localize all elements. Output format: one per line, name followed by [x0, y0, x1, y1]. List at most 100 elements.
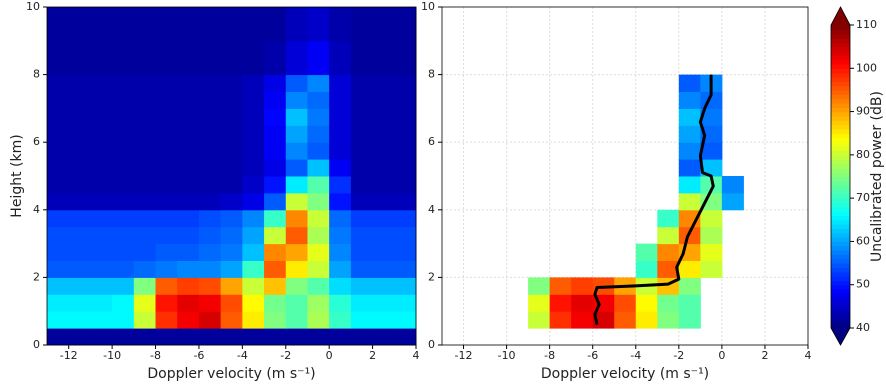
heatmap-cell	[678, 294, 701, 312]
heatmap-cell	[372, 125, 395, 143]
colorbar-segment	[831, 29, 850, 35]
colorbar-segment	[831, 176, 850, 182]
colorbar-segment	[831, 76, 850, 82]
colorbar-segment	[831, 206, 850, 212]
heatmap-cell	[329, 142, 352, 160]
heatmap-cell	[242, 243, 265, 261]
heatmap-cell	[329, 91, 352, 109]
heatmap-cell	[372, 226, 395, 245]
x-tick-label: -8	[544, 349, 555, 362]
heatmap-cell	[285, 243, 308, 261]
heatmap-cell	[220, 243, 243, 261]
heatmap-cell	[177, 311, 200, 329]
heatmap-cell	[198, 311, 222, 329]
heatmap-cell	[220, 108, 243, 126]
heatmap-cell	[700, 243, 723, 261]
heatmap-cell	[657, 260, 680, 278]
heatmap-cell	[112, 108, 135, 126]
colorbar-segment	[831, 63, 850, 69]
heatmap-cell	[155, 311, 178, 329]
heatmap-cell	[155, 243, 178, 261]
heatmap-cell	[394, 159, 417, 177]
heatmap-cell	[198, 294, 222, 312]
colorbar-segment	[831, 98, 850, 104]
heatmap-cell	[350, 260, 374, 278]
heatmap-cell	[264, 142, 287, 160]
heatmap-cell	[68, 159, 91, 177]
heatmap-cell	[264, 243, 287, 261]
x-tick-label: -8	[150, 349, 161, 362]
heatmap-cell	[264, 226, 287, 245]
heatmap-cell	[155, 277, 178, 295]
heatmap-cell	[264, 23, 287, 42]
heatmap-cell	[657, 294, 680, 312]
heatmap-cell	[47, 328, 70, 346]
heatmap-cell	[68, 176, 91, 194]
x-tick-label: -10	[103, 349, 121, 362]
heatmap-cell	[133, 91, 157, 109]
heatmap-cell	[678, 125, 701, 143]
heatmap-cell	[68, 243, 91, 261]
heatmap-cell	[242, 40, 265, 59]
heatmap-cell	[47, 243, 70, 261]
heatmap-cell	[264, 40, 287, 59]
heatmap-cell	[112, 176, 135, 194]
heatmap-cell	[90, 209, 113, 228]
colorbar-segment	[831, 193, 850, 199]
heatmap-cell	[372, 294, 395, 312]
heatmap-cell	[68, 260, 91, 278]
colorbar-segment	[831, 254, 850, 260]
heatmap-cell	[678, 311, 701, 329]
y-tick-label: 4	[428, 203, 435, 216]
heatmap-cell	[350, 311, 374, 329]
heatmap-cell	[133, 328, 157, 346]
heatmap-cell	[177, 277, 200, 295]
colorbar-segment	[831, 120, 850, 126]
heatmap-cell	[329, 7, 352, 25]
heatmap-cell	[394, 328, 417, 346]
heatmap-cell	[657, 311, 680, 329]
heatmap-cell	[90, 192, 113, 211]
heatmap-cell	[635, 311, 658, 329]
heatmap-cell	[47, 125, 70, 143]
heatmap-cell	[635, 294, 658, 312]
heatmap-cell	[307, 243, 330, 261]
y-tick-label: 6	[428, 135, 435, 148]
x-tick-label: 0	[326, 349, 333, 362]
colorbar-extend-bottom	[831, 328, 850, 345]
colorbar-segment	[831, 310, 850, 316]
heatmap-cell	[285, 328, 308, 346]
heatmap-cell	[635, 243, 658, 261]
colorbar-segment	[831, 289, 850, 294]
heatmap-cell	[285, 74, 308, 92]
heatmap-cell	[394, 226, 417, 245]
heatmap-cell	[350, 226, 374, 245]
heatmap-cell	[198, 277, 222, 295]
heatmap-cell	[198, 108, 222, 126]
colorbar-segment	[831, 319, 850, 325]
heatmap-cell	[47, 226, 70, 245]
heatmap-cell	[68, 311, 91, 329]
heatmap-cell	[285, 159, 308, 177]
heatmap-cell	[285, 277, 308, 295]
heatmap-cell	[372, 243, 395, 261]
colorbar-segment	[831, 94, 850, 100]
x-tick-label: -12	[455, 349, 473, 362]
heatmap-cell	[220, 23, 243, 42]
heatmap-cell	[198, 40, 222, 59]
heatmap-cell	[155, 294, 178, 312]
heatmap-cell	[220, 192, 243, 211]
heatmap-cell	[285, 108, 308, 126]
heatmap-cell	[220, 159, 243, 177]
x-tick-label: -4	[237, 349, 248, 362]
heatmap-cell	[68, 328, 91, 346]
colorbar-segment	[831, 271, 850, 277]
heatmap-cell	[242, 108, 265, 126]
x-tick-label: 2	[761, 349, 768, 362]
heatmap-cell	[700, 108, 723, 126]
heatmap-cell	[112, 142, 135, 160]
heatmap-cell	[242, 74, 265, 92]
heatmap-cell	[220, 294, 243, 312]
heatmap-cell	[329, 209, 352, 228]
colorbar-tick-label: 90	[856, 105, 870, 118]
